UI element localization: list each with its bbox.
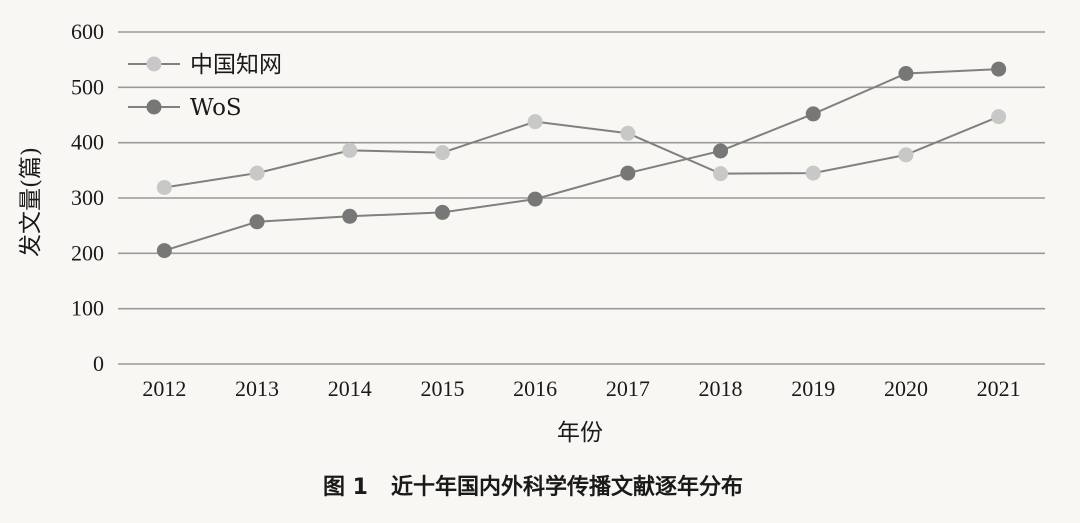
y-axis-ticks: 0 100 200 300 400 500 600	[71, 19, 104, 376]
x-tick-label: 2014	[328, 376, 372, 401]
legend-label: 中国知网	[190, 52, 282, 78]
series-line-1	[164, 68, 999, 252]
data-point	[527, 191, 543, 207]
x-tick-label: 2017	[606, 376, 650, 401]
data-point	[898, 66, 914, 81]
x-axis-label: 年份	[557, 420, 603, 446]
legend-label: WoS	[190, 95, 242, 121]
x-tick-label: 2018	[699, 376, 743, 401]
y-axis-label: 发文量(篇)	[18, 147, 44, 257]
data-point	[991, 109, 1007, 125]
data-point	[342, 142, 358, 158]
series-line-0	[164, 115, 1000, 189]
data-point	[713, 143, 729, 159]
data-point	[527, 114, 543, 130]
x-tick-label: 2020	[884, 376, 928, 401]
legend: 中国知网 WoS	[128, 52, 282, 121]
x-tick-label: 2013	[235, 376, 279, 401]
data-point	[620, 165, 636, 181]
figure-caption: 图 1 近十年国内外科学传播文献逐年分布	[323, 474, 743, 500]
gridlines	[118, 31, 1045, 365]
x-tick-label: 2021	[977, 376, 1021, 401]
series-group	[156, 61, 1007, 259]
x-tick-label: 2012	[142, 376, 186, 401]
data-point	[156, 179, 172, 195]
data-point	[713, 166, 729, 182]
y-tick-label: 300	[71, 185, 104, 210]
y-tick-label: 200	[71, 240, 104, 265]
x-tick-label: 2015	[420, 376, 464, 401]
data-point	[805, 106, 821, 122]
data-point	[434, 145, 450, 161]
legend-marker	[146, 99, 162, 115]
legend-marker	[146, 56, 162, 72]
data-point	[620, 125, 636, 141]
data-point	[156, 243, 172, 259]
data-point	[342, 208, 358, 224]
data-point	[805, 165, 821, 181]
x-tick-label: 2019	[791, 376, 835, 401]
data-point	[249, 165, 265, 181]
data-point	[249, 214, 265, 230]
y-tick-label: 100	[71, 296, 104, 321]
x-tick-label: 2016	[513, 376, 557, 401]
data-point	[991, 61, 1007, 77]
y-tick-label: 500	[71, 74, 104, 99]
data-point	[434, 204, 450, 220]
x-axis-ticks: 2012 2013 2014 2015 2016 2017 2018 2019 2020 2021	[142, 376, 1020, 401]
data-point	[898, 147, 914, 163]
y-tick-label: 400	[71, 130, 104, 155]
y-tick-label: 0	[93, 351, 104, 376]
y-tick-label: 600	[71, 19, 104, 44]
